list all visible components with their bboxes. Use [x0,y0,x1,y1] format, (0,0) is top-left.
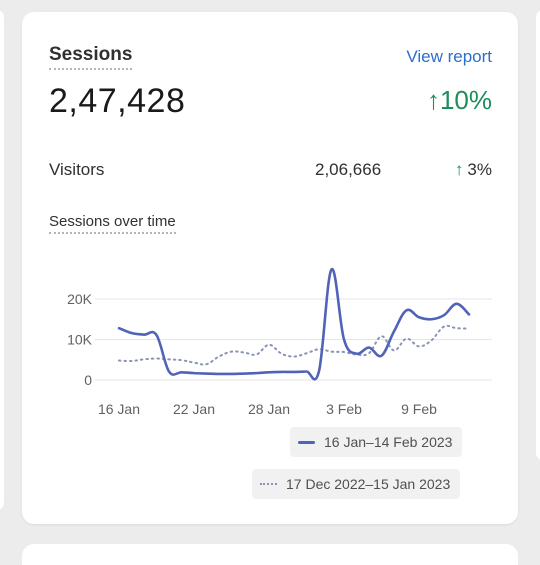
sessions-line-chart[interactable]: 0 10K 20K 16 Jan 22 Jan 28 Jan 3 Feb 9 Feb [22,242,518,422]
adjacent-card-left [0,10,4,510]
series-current-line [117,268,471,381]
visitors-value: 2,06,666 [315,160,382,179]
solid-line-swatch-icon [298,440,315,444]
y-tick-label: 0 [84,372,92,388]
dotted-line-swatch-icon [260,483,277,485]
x-tick-label: 16 Jan [98,401,140,417]
y-tick-label: 20K [67,291,93,307]
y-tick-label: 10K [67,332,93,348]
sessions-card: Sessions View report 2,47,428 ↑10% Visit… [22,12,518,524]
chart-title[interactable]: Sessions over time [49,213,176,234]
visitors-change: ↑ 3% [455,160,492,180]
visitors-label: Visitors [49,160,105,179]
x-tick-label: 28 Jan [248,401,290,417]
view-report-link[interactable]: View report [406,47,492,66]
arrow-up-icon: ↑ [426,85,440,115]
legend-item-current[interactable]: 16 Jan–14 Feb 2023 [290,427,463,457]
legend-label-previous: 17 Dec 2022–15 Jan 2023 [286,476,451,492]
x-tick-label: 3 Feb [326,401,362,417]
sessions-change-value: 10% [439,85,492,115]
adjacent-card-bottom [22,544,518,565]
sessions-change: ↑10% [427,85,492,116]
adjacent-card-right [536,10,540,460]
legend-label-current: 16 Jan–14 Feb 2023 [324,434,453,450]
legend-item-previous[interactable]: 17 Dec 2022–15 Jan 2023 [252,469,461,499]
card-title[interactable]: Sessions [49,44,133,70]
visitors-change-value: 3% [467,160,492,179]
series-previous-line [118,324,470,366]
x-tick-label: 22 Jan [173,401,215,417]
sessions-total: 2,47,428 [49,82,186,120]
arrow-up-icon: ↑ [454,160,464,179]
x-tick-label: 9 Feb [401,401,437,417]
